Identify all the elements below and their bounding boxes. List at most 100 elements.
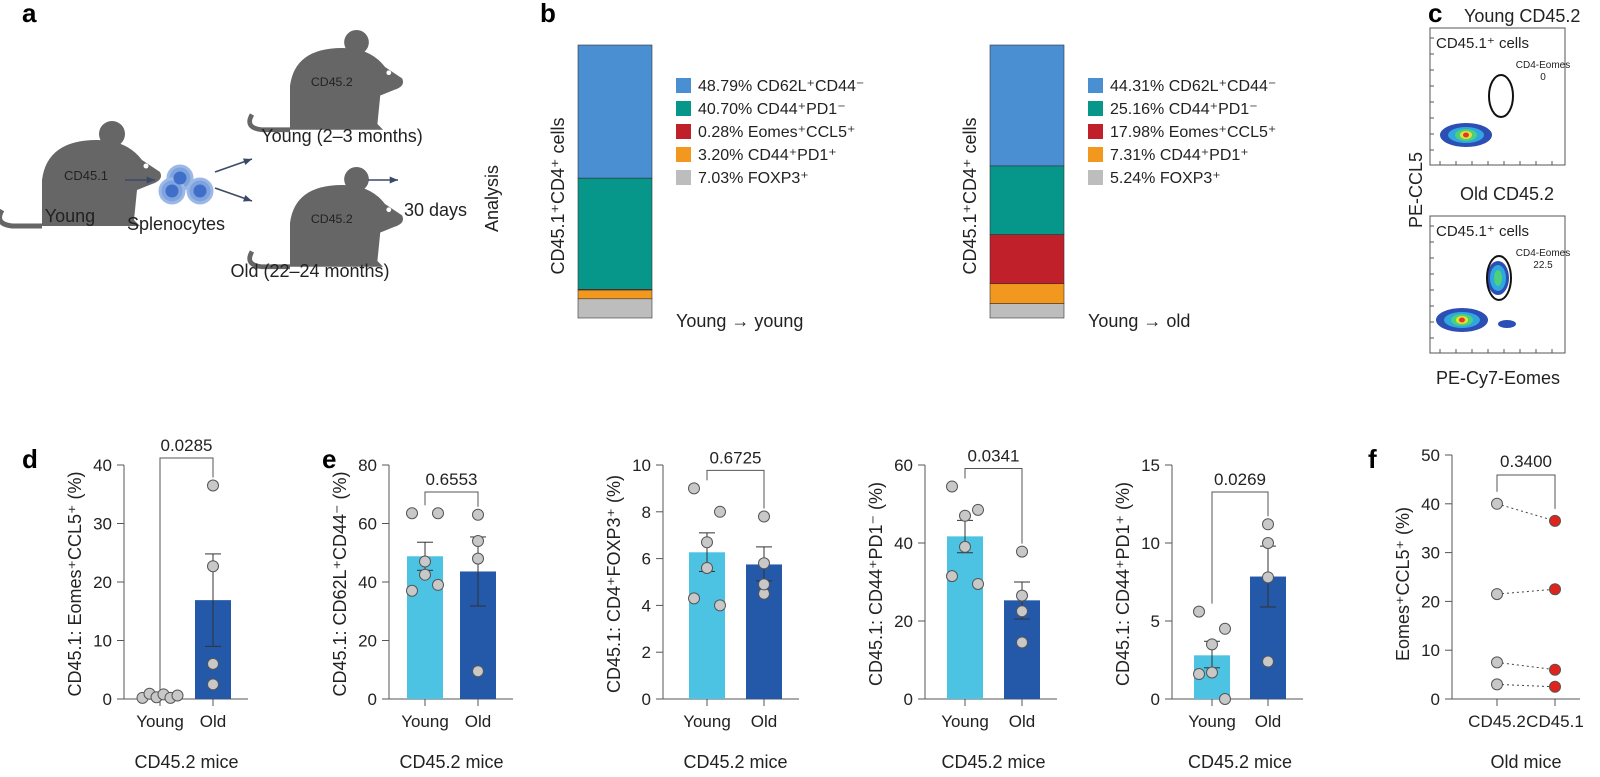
y-tick-label: 0 — [1431, 690, 1440, 709]
y-axis-label: CD45.1: CD44⁺PD1⁺ (%) — [1113, 482, 1133, 686]
mouse-body — [290, 185, 404, 267]
legend-entry: 7.03% FOXP3⁺ — [698, 170, 809, 187]
mouse-body — [42, 140, 161, 226]
mouse-marker: CD45.2 — [311, 212, 353, 226]
y-tick-label: 40 — [358, 573, 377, 592]
legend-entry: 5.24% FOXP3⁺ — [1110, 170, 1221, 187]
y-tick-label: 30 — [93, 515, 112, 534]
mouse-tail — [247, 250, 290, 270]
stacked-segment — [577, 289, 653, 300]
x-tick-label: Old — [465, 712, 491, 731]
y-tick-label: 20 — [93, 573, 112, 592]
plot-frame — [1429, 215, 1566, 354]
x-axis-label: CD45.2 mice — [134, 752, 238, 772]
bar-chart: 0 10 20 30 40 CD45.1: Eomes⁺CCL5⁺ (%) Young Old… — [65, 436, 248, 772]
stacked-segment — [577, 44, 653, 179]
legend-entry: 48.79% CD62L⁺CD44⁻ — [698, 78, 864, 95]
mouse-eye — [386, 70, 392, 76]
legend-swatch — [676, 170, 691, 185]
data-point — [1206, 638, 1218, 651]
y-tick-label: 50 — [1421, 446, 1440, 465]
flow-title: Young CD45.2 — [1464, 6, 1580, 26]
y-tick-label: 0 — [642, 690, 651, 709]
data-point — [972, 577, 984, 590]
stacked-segment — [989, 234, 1065, 285]
endpoint-label: Analysis — [482, 165, 502, 232]
data-point — [406, 507, 418, 520]
panel-label: b — [540, 0, 556, 28]
y-tick-label: 20 — [358, 632, 377, 651]
bar-chart: 0 20 40 60 80 CD45.1: CD62L⁺CD44⁻ (%) Young Old… — [330, 456, 513, 772]
stacked-segment — [989, 44, 1065, 167]
pair-line — [1496, 661, 1556, 671]
y-axis-label: CD45.1: Eomes⁺CCL5⁺ (%) — [65, 471, 85, 696]
legend-swatch — [1088, 78, 1103, 93]
gate-value: 0 — [1540, 72, 1546, 83]
gate — [1486, 255, 1512, 301]
bar — [689, 552, 725, 699]
y-tick-label: 20 — [1421, 592, 1440, 611]
p-value: 0.0269 — [1214, 470, 1266, 489]
stacked-segment — [989, 283, 1065, 304]
data-point — [1193, 668, 1205, 681]
data-point — [1491, 497, 1503, 510]
density-contour — [1463, 132, 1469, 138]
x-axis-label: Old mice — [1490, 752, 1561, 772]
y-tick-label: 30 — [1421, 544, 1440, 563]
bar-label: Young → old — [1088, 311, 1190, 331]
legend-entry: 0.28% Eomes⁺CCL5⁺ — [698, 124, 855, 141]
panel-label: d — [22, 444, 38, 474]
data-point — [701, 536, 713, 549]
data-point — [688, 592, 700, 605]
panel-label: c — [1428, 0, 1442, 28]
y-tick-label: 40 — [894, 534, 913, 553]
density-contour — [1498, 320, 1516, 328]
data-point — [972, 503, 984, 516]
stacked-segment — [577, 298, 653, 319]
x-tick-label: Old — [1255, 712, 1281, 731]
legend-entry: 17.98% Eomes⁺CCL5⁺ — [1110, 124, 1276, 141]
y-tick-label: 60 — [894, 456, 913, 475]
data-point — [207, 560, 219, 573]
significance-bracket — [964, 467, 1023, 544]
data-point — [1549, 583, 1561, 596]
y-tick-label: 8 — [642, 503, 651, 522]
x-tick-label: Young — [136, 712, 184, 731]
pair-line — [1496, 503, 1556, 522]
y-tick-label: 40 — [93, 456, 112, 475]
gate-population: CD45.1⁺ cells — [1436, 223, 1529, 240]
bar-chart: 0 5 10 15 CD45.1: CD44⁺PD1⁺ (%) Young Old CD45.… — [1113, 456, 1303, 772]
data-point — [1491, 678, 1503, 691]
data-point — [432, 507, 444, 520]
data-point — [1262, 655, 1274, 668]
data-point — [1491, 588, 1503, 601]
y-axis-label: Eomes⁺CCL5⁺ (%) — [1393, 507, 1413, 661]
density-contour — [1459, 317, 1465, 323]
data-point — [1016, 589, 1028, 602]
legend-swatch — [1088, 147, 1103, 162]
legend-swatch — [1088, 101, 1103, 116]
data-point — [959, 540, 971, 553]
significance-bracket — [159, 457, 214, 690]
x-tick-label: Young — [683, 712, 731, 731]
arrowhead — [243, 194, 252, 202]
data-point — [472, 665, 484, 678]
mouse-ear — [344, 166, 369, 192]
legend-entry: 44.31% CD62L⁺CD44⁻ — [1110, 78, 1276, 95]
data-point — [1219, 622, 1231, 635]
data-point — [946, 480, 958, 493]
x-axis-label: CD45.2 mice — [683, 752, 787, 772]
data-point — [1262, 537, 1274, 549]
mouse-body — [290, 48, 404, 130]
cell-nucleus — [165, 184, 179, 198]
p-value: 0.3400 — [1500, 452, 1552, 471]
data-point — [758, 578, 770, 591]
x-tick-label: Young — [401, 712, 449, 731]
arrowhead — [243, 158, 252, 166]
legend-swatch — [676, 101, 691, 116]
x-tick-label: Old — [751, 712, 777, 731]
legend-entry: 3.20% CD44⁺PD1⁺ — [698, 147, 837, 164]
y-tick-label: 4 — [642, 596, 651, 615]
p-value: 0.6725 — [710, 448, 762, 467]
density-contour — [1494, 270, 1502, 286]
